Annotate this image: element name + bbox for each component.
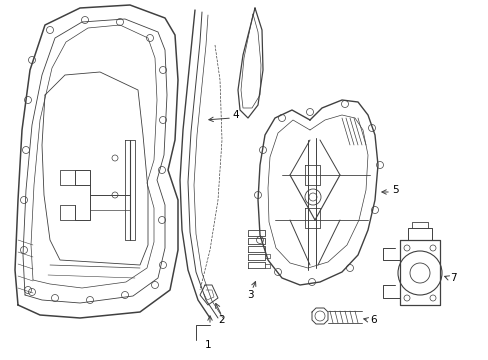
Text: 1: 1	[204, 340, 211, 350]
Text: 6: 6	[369, 315, 376, 325]
Text: 7: 7	[449, 273, 456, 283]
Text: 3: 3	[246, 290, 253, 300]
Text: 5: 5	[391, 185, 398, 195]
Text: 4: 4	[231, 110, 238, 120]
Text: 2: 2	[218, 315, 225, 325]
